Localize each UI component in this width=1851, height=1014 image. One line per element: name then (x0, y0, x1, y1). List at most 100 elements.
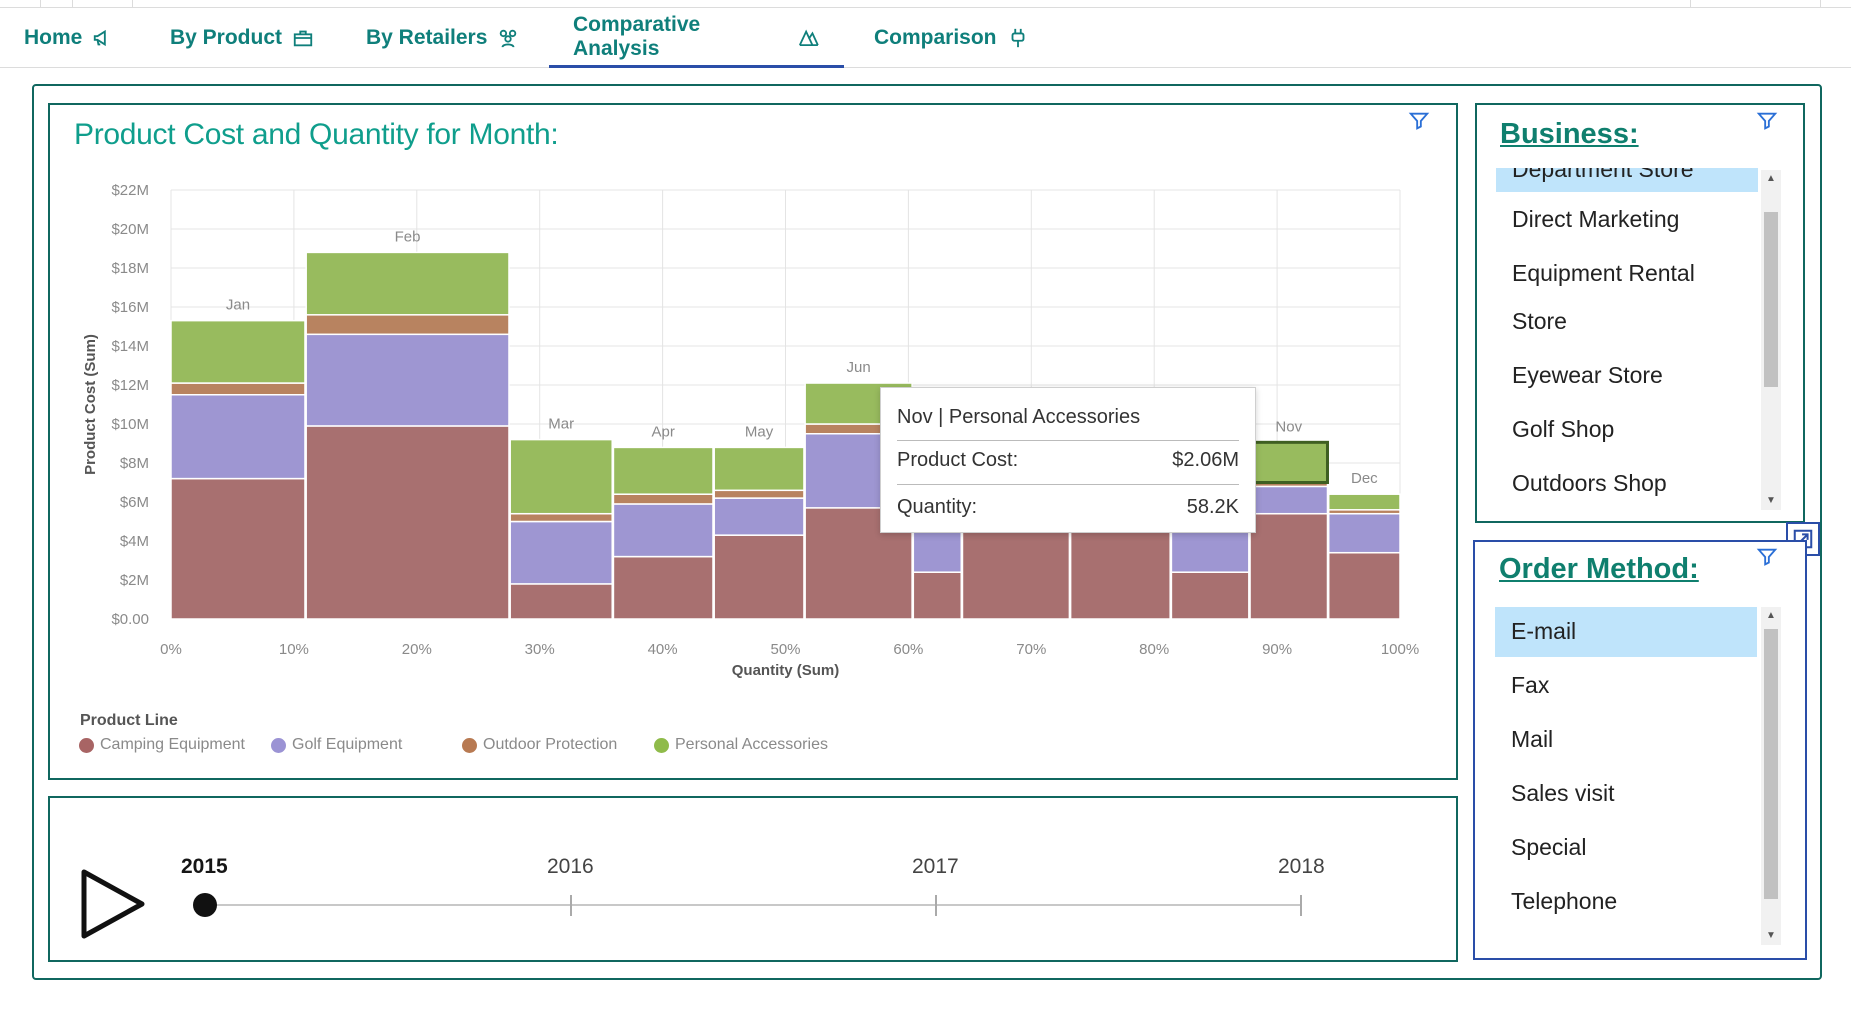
bar-category-label: Jan (226, 297, 250, 314)
business-item[interactable]: Store (1512, 308, 1567, 334)
business-scrollbar[interactable]: ▲ ▼ (1761, 170, 1781, 510)
bar-segment (509, 583, 613, 620)
scroll-up-icon[interactable]: ▲ (1766, 610, 1776, 621)
tab-label: By Product (170, 26, 283, 49)
legend-label: Outdoor Protection (483, 736, 618, 753)
filter-icon[interactable] (1756, 546, 1778, 568)
legend-item-personal[interactable]: Personal Accessories (654, 736, 828, 754)
mountains-icon (799, 28, 820, 46)
tab-label: Comparison (874, 26, 997, 49)
tooltip-divider (897, 484, 1239, 485)
bar-segment (1069, 528, 1171, 620)
bar-segment (612, 493, 714, 505)
bar-category-label: Nov (1275, 418, 1302, 435)
bar-segment (1249, 512, 1329, 620)
bar-segment (1170, 571, 1250, 620)
top-strip (0, 0, 1851, 8)
x-tick-label: 0% (160, 641, 182, 658)
bar-segment (1249, 485, 1329, 515)
bar-segment (305, 425, 510, 620)
bar-segment (170, 394, 306, 480)
y-tick-label: $0.00 (111, 611, 149, 628)
y-tick-label: $6M (120, 494, 149, 511)
order-method-item[interactable]: Mail (1511, 726, 1554, 752)
tooltip-label: Quantity: (897, 496, 978, 518)
filter-icon[interactable] (1408, 110, 1430, 132)
bar-segment (509, 520, 613, 585)
timeline-handle (193, 893, 217, 917)
business-item-partial[interactable]: Department Store (1496, 168, 1758, 192)
chart-tooltip: Nov | Personal Accessories Product Cost:… (880, 387, 1256, 533)
scroll-thumb[interactable] (1764, 212, 1778, 387)
y-tick-label: $20M (111, 221, 149, 238)
order-method-item[interactable]: Telephone (1511, 888, 1618, 914)
scroll-thumb[interactable] (1764, 629, 1778, 899)
business-title: Business: (1500, 118, 1639, 150)
order-method-item[interactable]: Special (1511, 834, 1587, 860)
business-item[interactable]: Golf Shop (1512, 416, 1615, 442)
bar-segment (961, 528, 1071, 620)
order-method-item-selected[interactable]: E-mail (1495, 607, 1757, 657)
business-item[interactable]: Equipment Rental (1512, 260, 1695, 286)
timeline-year[interactable]: 2018 (1278, 855, 1325, 878)
timeline-year[interactable]: 2015 (181, 855, 228, 878)
timeline-slider[interactable] (190, 890, 1310, 920)
briefcase-icon (293, 30, 313, 47)
bar-segment (612, 446, 714, 495)
tab-bar: Home By Product By Retailers Comparative… (0, 8, 1851, 68)
y-tick-label: $18M (111, 260, 149, 277)
bar-segment (1327, 512, 1401, 554)
y-tick-label: $8M (120, 455, 149, 472)
filter-icon[interactable] (1756, 110, 1778, 132)
legend-swatch (271, 737, 286, 753)
timeline-year[interactable]: 2017 (912, 855, 959, 878)
x-tick-label: 40% (648, 641, 678, 658)
order-method-item[interactable]: Sales visit (1511, 780, 1615, 806)
bar-segment (713, 497, 805, 536)
business-item[interactable]: Eyewear Store (1512, 362, 1663, 388)
business-item[interactable]: Direct Marketing (1512, 206, 1680, 232)
order-method-title: Order Method: (1499, 553, 1699, 585)
legend-item-outdoor[interactable]: Outdoor Protection (462, 736, 617, 754)
tooltip-header: Nov | Personal Accessories (897, 406, 1141, 428)
x-tick-label: 30% (525, 641, 555, 658)
tab-label: By Retailers (366, 26, 488, 49)
bar-category-label: Jun (847, 359, 871, 376)
bar-segment (305, 251, 510, 316)
bar-segment (509, 512, 613, 523)
tab-by-product[interactable]: By Product (146, 8, 338, 68)
bar-category-label: Mar (548, 416, 574, 433)
y-tick-label: $12M (111, 377, 149, 394)
bar-segment (912, 571, 962, 620)
legend-swatch (654, 737, 669, 753)
bar-segment (509, 438, 613, 515)
y-tick-label: $2M (120, 572, 149, 589)
x-tick-label: 20% (402, 641, 432, 658)
x-tick-label: 60% (893, 641, 923, 658)
tooltip-row: Product Cost: $2.06M (897, 449, 1239, 472)
chart-title: Product Cost and Quantity for Month: (74, 118, 559, 151)
order-method-item[interactable]: Fax (1511, 672, 1550, 698)
y-axis-label: Product Cost (Sum) (82, 334, 99, 475)
bar-category-label: Feb (395, 228, 421, 245)
legend-item-golf[interactable]: Golf Equipment (271, 736, 402, 754)
tab-comparative-analysis[interactable]: Comparative Analysis (549, 8, 844, 68)
order-method-scrollbar[interactable]: ▲ ▼ (1761, 607, 1781, 945)
legend-swatch (462, 737, 477, 753)
legend-title: Product Line (80, 712, 178, 729)
tab-label: Comparative Analysis (573, 12, 701, 60)
timeline-year[interactable]: 2016 (547, 855, 594, 878)
tab-home[interactable]: Home (0, 8, 138, 68)
group-icon (500, 29, 517, 48)
x-tick-label: 50% (770, 641, 800, 658)
play-icon[interactable] (78, 866, 148, 942)
tab-by-retailers[interactable]: By Retailers (342, 8, 543, 68)
legend-item-camping[interactable]: Camping Equipment (79, 736, 245, 754)
scroll-up-icon[interactable]: ▲ (1766, 173, 1776, 184)
scroll-down-icon[interactable]: ▼ (1766, 495, 1776, 506)
tab-comparison[interactable]: Comparison (850, 8, 1053, 68)
business-item[interactable]: Outdoors Shop (1512, 470, 1667, 496)
scroll-down-icon[interactable]: ▼ (1766, 930, 1776, 941)
y-tick-label: $4M (120, 533, 149, 550)
tooltip-row: Quantity: 58.2K (897, 496, 1239, 519)
